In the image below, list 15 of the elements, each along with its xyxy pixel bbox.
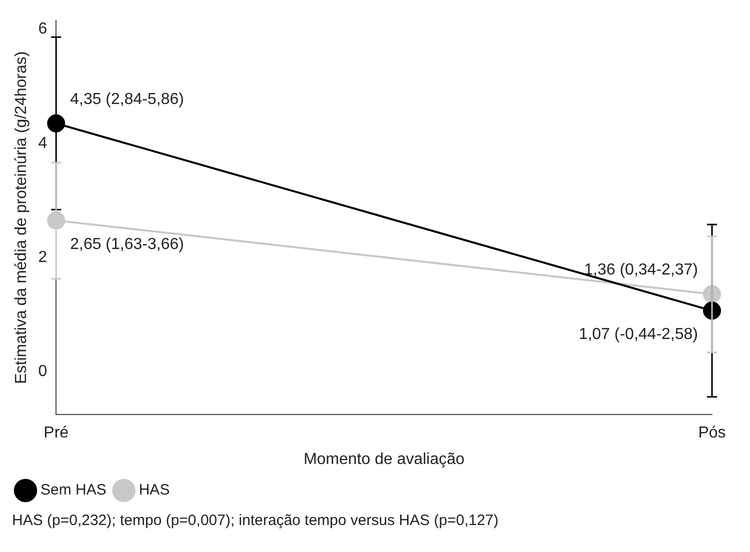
y-tick-label: 6 [38, 20, 48, 38]
data-label: 4,35 (2,84-5,86) [70, 90, 184, 108]
y-axis-title: Estimativa da média de proteinúria (g/24horas) [13, 51, 30, 384]
y-tick-label: 4 [38, 134, 48, 152]
data-label: 1,36 (0,34-2,37) [584, 262, 698, 279]
x-tick-label: Pré [44, 424, 69, 442]
y-tick-label: 2 [38, 248, 48, 266]
text: HAS (p=0,232); tempo (p=0,007); interação tempo versus HAS (p=0,127) [12, 512, 500, 529]
y-tick-label: 0 [38, 363, 48, 380]
legend-label: Sem HAS [40, 482, 106, 499]
legend-label: HAS [138, 482, 170, 499]
data-label: 2,65 (1,63-3,66) [70, 236, 184, 253]
data-label: 1,07 (-0,44-2,58) [578, 326, 698, 344]
x-tick-label: Pós [698, 424, 726, 442]
x-axis-title: Momento de avaliação [304, 450, 465, 468]
